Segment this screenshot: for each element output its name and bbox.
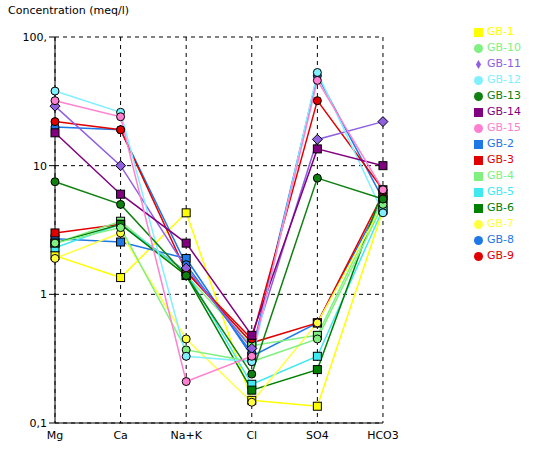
svg-text:Cl: Cl: [246, 429, 257, 442]
svg-text:10: 10: [33, 160, 47, 173]
html-text:GB-8: GB-8: [487, 233, 514, 246]
html-text:GB-6: GB-6: [487, 201, 514, 214]
html-text:GB-2: GB-2: [487, 137, 514, 150]
svg-text:Ca: Ca: [113, 429, 127, 442]
html-text:GB-14: GB-14: [487, 105, 521, 118]
html-text:GB-9: GB-9: [487, 249, 514, 262]
html-text:GB-13: GB-13: [487, 89, 521, 102]
html-text:GB-15: GB-15: [487, 121, 521, 134]
svg-text:1: 1: [40, 288, 47, 301]
svg-text:HCO3: HCO3: [367, 429, 399, 442]
svg-text:100,: 100,: [23, 31, 48, 44]
html-text:GB-1: GB-1: [487, 25, 514, 38]
html-text:GB-11: GB-11: [487, 57, 521, 70]
html-text:GB-3: GB-3: [487, 153, 514, 166]
svg-text:Na+K: Na+K: [170, 429, 202, 442]
html-text:Concentration (meq/l): Concentration (meq/l): [8, 4, 130, 17]
html-text:GB-4: GB-4: [487, 169, 514, 182]
html-text:GB-5: GB-5: [487, 185, 514, 198]
html-text:GB-12: GB-12: [487, 73, 521, 86]
html-text:GB-7: GB-7: [487, 217, 514, 230]
svg-text:Mg: Mg: [47, 429, 63, 442]
html-text:GB-10: GB-10: [487, 41, 521, 54]
svg-text:0,1: 0,1: [30, 417, 48, 430]
svg-text:SO4: SO4: [306, 429, 329, 442]
